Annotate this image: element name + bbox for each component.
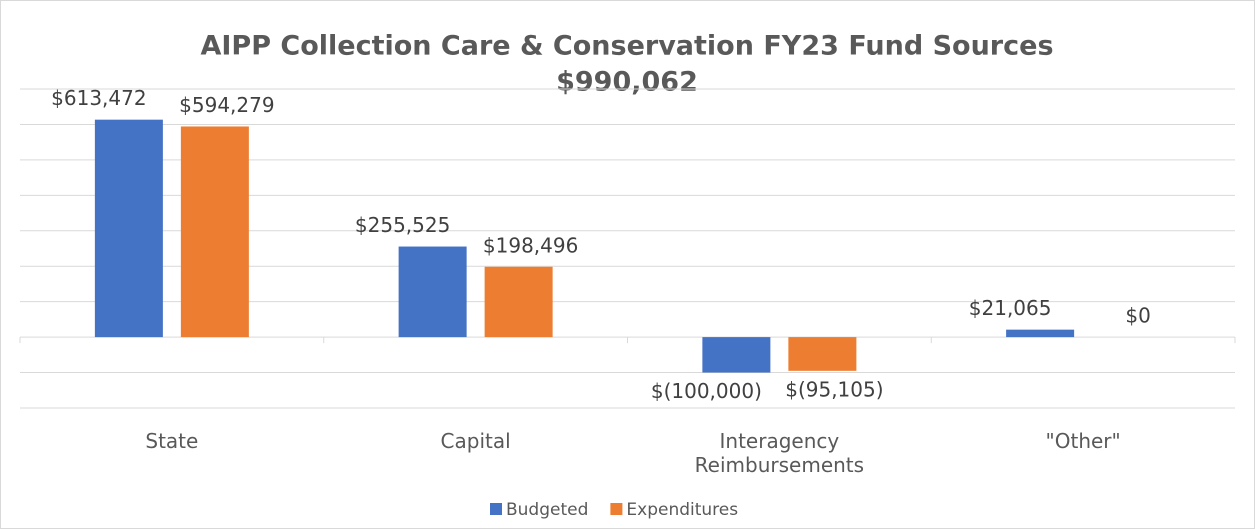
- value-label: $(95,105): [785, 377, 883, 401]
- value-label: $594,279: [179, 93, 274, 117]
- bar: [94, 119, 163, 338]
- value-label: $(100,000): [651, 379, 762, 403]
- chart-title: AIPP Collection Care & Conservation FY23…: [200, 31, 1053, 62]
- legend-label: Expenditures: [626, 500, 738, 520]
- bar: [702, 337, 771, 373]
- bar: [180, 126, 249, 338]
- x-tick-label: State: [145, 429, 199, 453]
- value-label: $21,065: [969, 296, 1052, 320]
- legend-swatch: [490, 503, 502, 515]
- value-label: $0: [1125, 304, 1150, 328]
- legend-label: Budgeted: [506, 500, 588, 520]
- x-tick-label: "Other": [1045, 429, 1121, 453]
- x-tick-label: Interagency Reimbursements: [694, 429, 865, 477]
- bar: [1006, 329, 1075, 338]
- value-label: $613,472: [51, 86, 146, 110]
- value-label: $255,525: [355, 213, 450, 237]
- value-label: $198,496: [483, 233, 578, 257]
- bar: [398, 246, 467, 338]
- bar: [788, 337, 857, 371]
- legend-swatch: [610, 503, 623, 515]
- x-tick-label: Capital: [440, 429, 511, 453]
- bar: [484, 266, 553, 338]
- chart-subtitle: $990,062: [556, 67, 698, 98]
